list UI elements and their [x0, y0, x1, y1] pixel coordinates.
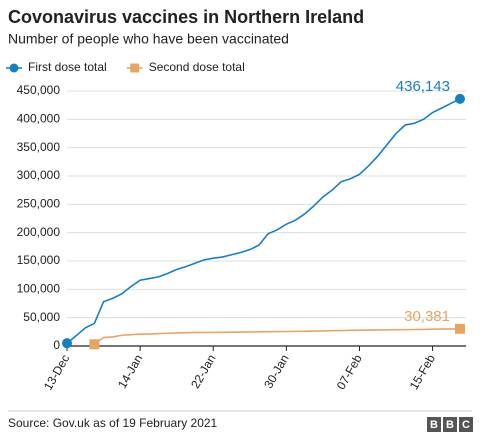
y-tick-label: 0	[53, 338, 60, 352]
y-tick-label: 350,000	[17, 140, 61, 154]
x-tick-label: 30-Jan	[261, 352, 291, 391]
series-line	[66, 98, 461, 344]
y-tick-label: 50,000	[23, 310, 60, 324]
y-tick-label: 250,000	[17, 197, 61, 211]
logo-box	[459, 417, 473, 432]
end-marker	[455, 323, 465, 334]
value-label: 436,143	[396, 78, 450, 95]
end-marker	[62, 338, 72, 349]
logo-letter: C	[462, 419, 470, 431]
y-tick-label: 300,000	[17, 168, 61, 182]
x-tick-label: 13-Dec	[41, 352, 72, 393]
y-tick-label: 450,000	[17, 83, 61, 97]
logo-letter: B	[430, 419, 438, 431]
y-tick-label: 200,000	[17, 225, 61, 239]
x-tick-label: 15-Feb	[407, 352, 438, 392]
y-tick-label: 150,000	[17, 253, 61, 267]
x-tick-label: 22-Jan	[188, 352, 218, 391]
y-tick-label: 400,000	[17, 112, 61, 126]
series-line	[93, 327, 461, 345]
value-label: 30,381	[404, 308, 450, 325]
legend-label: Second dose total	[149, 60, 245, 74]
logo-box	[427, 417, 441, 432]
source: Source: Gov.uk as of 19 February 2021	[8, 416, 218, 430]
legend-label: First dose total	[28, 60, 107, 74]
x-tick-label: 07-Feb	[334, 352, 365, 392]
chart-title: Covonavirus vaccines in Northern Ireland	[8, 7, 364, 27]
y-tick-label: 100,000	[17, 282, 61, 296]
end-marker	[89, 339, 100, 350]
logo-letter: B	[446, 419, 454, 431]
chart-subtitle: Number of people who have been vaccinate…	[8, 31, 289, 47]
end-marker	[455, 93, 465, 104]
logo-box	[443, 417, 457, 432]
x-tick-label: 14-Jan	[115, 352, 145, 391]
